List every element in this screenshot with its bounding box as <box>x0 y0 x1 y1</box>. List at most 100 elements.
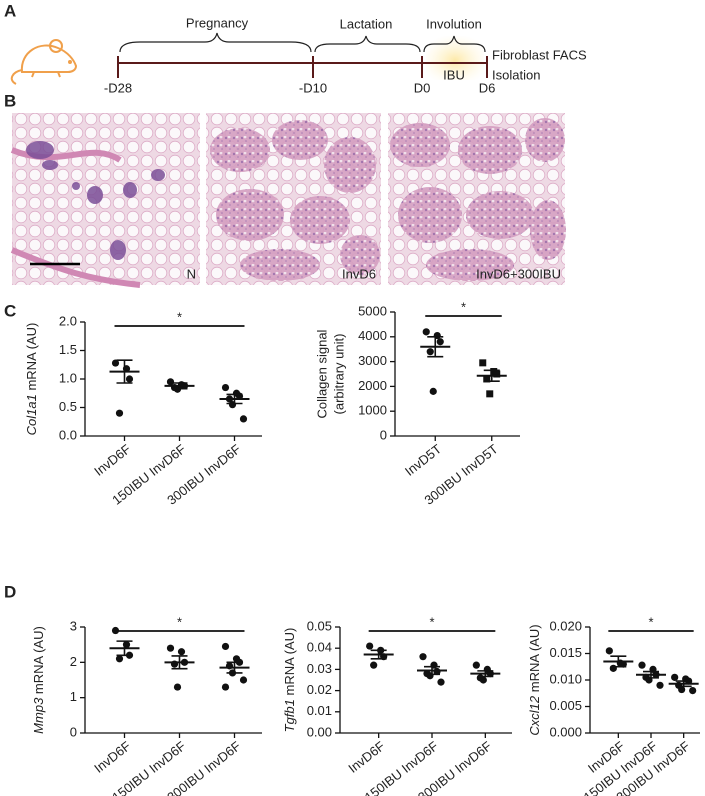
data-point <box>486 390 494 398</box>
treatment-label: IBU <box>443 67 465 82</box>
endpoint-label: Isolation <box>492 67 540 82</box>
data-point <box>221 642 230 651</box>
y-tick-label: 0 <box>380 427 387 442</box>
histology-image <box>388 113 566 285</box>
data-point <box>436 338 444 346</box>
x-tick-label: InvD6F <box>91 738 133 776</box>
y-axis-label: Tgfb1 mRNA (AU) <box>282 628 297 733</box>
x-tick-label: InvD6F <box>345 738 387 776</box>
endpoint-label: Fibroblast FACS <box>492 47 587 62</box>
error-bar <box>610 655 627 668</box>
y-axis-label-unit: mRNA (AU) <box>24 323 39 391</box>
error-bar <box>226 393 243 405</box>
significance-label: * <box>461 299 466 314</box>
error-bar <box>370 649 387 660</box>
error-bar <box>116 359 133 384</box>
y-tick-label: 5000 <box>358 303 387 318</box>
significance-label: * <box>177 614 182 629</box>
y-tick-label: 1 <box>70 689 77 704</box>
y-axis-label: Col1a1 mRNA (AU) <box>24 323 39 436</box>
data-point <box>366 642 374 650</box>
phase-label: Involution <box>426 16 482 31</box>
data-point <box>221 683 230 691</box>
data-point <box>493 370 501 378</box>
y-axis-label-gene: Col1a1 <box>24 394 39 435</box>
y-tick-label: 2000 <box>358 378 387 393</box>
y-tick-label: 0.00 <box>307 724 332 739</box>
y-axis-label-gene: Tgfb1 <box>282 699 297 732</box>
mouse-icon <box>10 39 78 85</box>
y-tick-label: 0.04 <box>307 640 332 655</box>
data-point <box>656 681 664 689</box>
data-point <box>239 415 248 423</box>
data-point <box>429 387 437 395</box>
error-bar <box>477 670 494 678</box>
significance-label: * <box>648 614 653 629</box>
y-tick-label: 0.000 <box>549 724 582 739</box>
panel-label: D <box>4 582 16 601</box>
data-point <box>239 676 248 684</box>
y-tick-label: 1.0 <box>59 370 77 385</box>
data-point <box>173 683 182 691</box>
y-tick-label: 0.020 <box>549 618 582 633</box>
x-tick-label: InvD6F <box>91 441 133 479</box>
error-bar <box>483 369 500 382</box>
error-bar <box>226 661 243 674</box>
data-point <box>426 348 434 356</box>
y-tick-label: 2.0 <box>59 313 77 328</box>
y-tick-label: 1.5 <box>59 342 77 357</box>
day-label: D0 <box>414 80 431 95</box>
y-tick-label: 0 <box>70 724 77 739</box>
day-label: -D10 <box>299 80 327 95</box>
treatment-window <box>426 36 484 80</box>
panel-label: C <box>4 301 16 320</box>
y-tick-label: 0.015 <box>549 645 582 660</box>
phase-braces <box>119 32 486 53</box>
day-label: D6 <box>479 80 496 95</box>
y-tick-label: 1000 <box>358 403 387 418</box>
panel-label: B <box>4 91 16 110</box>
y-tick-label: 0.05 <box>307 618 332 633</box>
phase-label: Lactation <box>340 16 393 31</box>
histology-image <box>10 113 200 288</box>
y-axis-label: Cxcl12 mRNA (AU) <box>527 624 542 735</box>
y-tick-label: 0.005 <box>549 698 582 713</box>
data-point <box>115 655 124 663</box>
data-point <box>166 644 175 652</box>
data-point <box>472 661 480 669</box>
phase-label: Pregnancy <box>186 15 249 30</box>
error-bar <box>643 670 659 679</box>
y-axis-label-unit: mRNA (AU) <box>31 626 46 694</box>
image-label: InvD6 <box>342 266 376 281</box>
y-tick-label: 4000 <box>358 328 387 343</box>
day-label: -D28 <box>104 80 132 95</box>
y-tick-label: 0.5 <box>59 399 77 414</box>
y-axis-label: Mmp3 mRNA (AU) <box>31 626 46 734</box>
data-point <box>689 687 697 695</box>
significance-label: * <box>429 614 434 629</box>
error-bar <box>171 382 188 390</box>
data-point <box>125 375 134 383</box>
data-point <box>221 383 230 392</box>
data-point <box>638 661 646 669</box>
data-point <box>370 661 378 669</box>
data-point <box>479 359 487 367</box>
image-label: InvD6+300IBU <box>476 266 561 281</box>
y-axis-label-unit: mRNA (AU) <box>282 628 297 696</box>
data-point <box>605 647 613 655</box>
data-point <box>422 328 430 336</box>
significance-label: * <box>177 309 182 324</box>
error-bar <box>675 680 692 688</box>
data-point <box>115 409 124 417</box>
data-point <box>111 359 120 367</box>
y-axis-label: Collagen signal <box>314 329 329 418</box>
y-tick-label: 0.010 <box>549 671 582 686</box>
panel-label: A <box>4 1 16 20</box>
error-bar <box>116 640 133 657</box>
x-tick-label: InvD5T <box>402 441 444 479</box>
data-point <box>483 375 491 383</box>
timeline-ticks <box>117 56 488 78</box>
data-point <box>177 648 186 656</box>
